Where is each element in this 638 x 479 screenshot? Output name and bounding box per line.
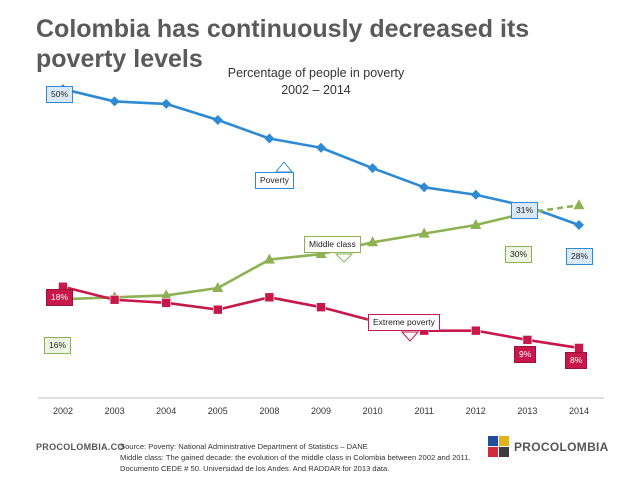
x-tick-label: 2008 (259, 406, 279, 416)
chart-subtitle: 2002 – 2014 (281, 83, 351, 97)
brand-mark-icon (488, 436, 509, 457)
extreme-poverty-point (470, 325, 481, 336)
x-tick-label: 2002 (53, 406, 73, 416)
poverty-point (212, 114, 223, 125)
middle-class-point (573, 199, 585, 210)
slide-title: Colombia has continuously decreased its … (36, 15, 530, 73)
callout-pointer (400, 331, 420, 342)
series-callout-extreme-poverty: Extreme poverty (368, 314, 440, 331)
poverty-point (109, 96, 120, 107)
middle-class-point (160, 289, 172, 300)
x-tick-label: 2003 (105, 406, 125, 416)
x-tick-label: 2012 (466, 406, 486, 416)
extreme-poverty-point (316, 302, 326, 312)
x-tick-label: 2013 (517, 406, 537, 416)
poverty-point (419, 182, 430, 193)
data-label: 8% (565, 352, 588, 369)
callout-pointer (334, 253, 354, 263)
source-note: Source: Poverty: National Administrative… (120, 441, 471, 474)
series-callout-poverty: Poverty (255, 172, 294, 189)
poverty-point (316, 142, 326, 153)
middle-class-point (367, 236, 379, 247)
callout-pointer (274, 161, 294, 173)
data-label: 28% (566, 248, 594, 265)
data-label: 30% (505, 246, 533, 263)
source-line: Middle class: The gained decade: the evo… (120, 453, 471, 462)
data-label: 16% (44, 337, 72, 354)
source-line: Documento CEDE # 50. Universidad de los … (120, 464, 390, 473)
middle-class-point (470, 219, 482, 229)
data-label: 18% (46, 289, 74, 306)
middle-class-point (418, 227, 430, 238)
x-tick-label: 2014 (569, 406, 589, 416)
middle-class-point (263, 253, 275, 264)
data-label: 31% (511, 202, 539, 219)
brand-name: PROCOLOMBIA (514, 440, 609, 454)
extreme-poverty-point (161, 298, 171, 308)
x-tick-label: 2010 (363, 406, 383, 416)
data-label: 50% (46, 86, 74, 103)
middle-class-line (62, 211, 528, 301)
extreme-poverty-point (109, 294, 120, 305)
series-callout-middle-class: Middle class (304, 236, 361, 253)
poverty-point (574, 220, 584, 230)
procolombia-logo: PROCOLOMBIA (488, 436, 609, 458)
poverty-point (161, 98, 172, 109)
x-tick-label: 2011 (415, 406, 434, 416)
x-tick-label: 2005 (208, 406, 228, 416)
poverty-point (264, 133, 275, 144)
extreme-poverty-point (522, 335, 533, 345)
x-tick-label: 2009 (311, 406, 331, 416)
extreme-poverty-point (264, 292, 275, 303)
poverty-line (62, 87, 580, 227)
source-line: Source: Poverty: National Administrative… (120, 442, 368, 451)
data-label: 9% (514, 346, 537, 363)
footer-logo-text: PROCOLOMBIA.CO (36, 442, 125, 452)
middle-class-point (212, 282, 224, 293)
poverty-point (367, 163, 378, 174)
middle-class-point (315, 248, 327, 259)
x-tick-label: 2004 (156, 406, 176, 416)
poverty-point (470, 189, 481, 200)
extreme-poverty-point (213, 304, 223, 315)
middle-class-projection-line (527, 203, 580, 214)
chart-title: Percentage of people in poverty (228, 66, 405, 80)
